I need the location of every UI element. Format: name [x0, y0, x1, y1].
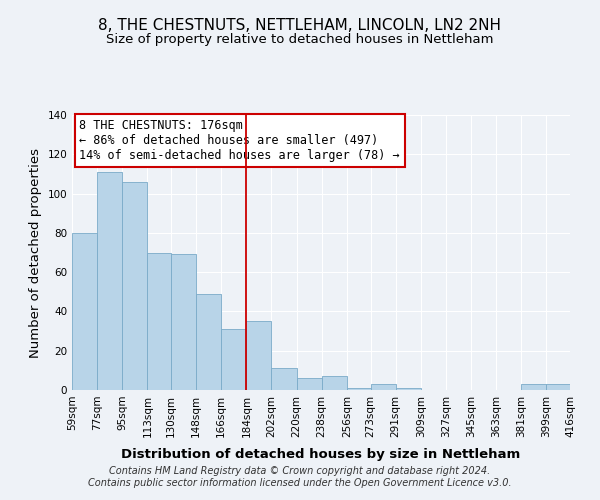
Bar [546, 384, 570, 390]
Y-axis label: Number of detached properties: Number of detached properties [29, 148, 42, 358]
Bar [521, 384, 546, 390]
Bar [97, 172, 122, 390]
Bar [271, 368, 296, 390]
Bar [347, 388, 371, 390]
Bar [395, 388, 421, 390]
Text: Contains HM Land Registry data © Crown copyright and database right 2024.
Contai: Contains HM Land Registry data © Crown c… [88, 466, 512, 487]
Bar [196, 294, 221, 390]
Bar [296, 378, 322, 390]
Text: Size of property relative to detached houses in Nettleham: Size of property relative to detached ho… [106, 32, 494, 46]
Bar [221, 329, 247, 390]
Bar [171, 254, 196, 390]
Bar [371, 384, 395, 390]
Bar [247, 322, 271, 390]
Text: 8 THE CHESTNUTS: 176sqm
← 86% of detached houses are smaller (497)
14% of semi-d: 8 THE CHESTNUTS: 176sqm ← 86% of detache… [79, 119, 400, 162]
Text: 8, THE CHESTNUTS, NETTLEHAM, LINCOLN, LN2 2NH: 8, THE CHESTNUTS, NETTLEHAM, LINCOLN, LN… [98, 18, 502, 32]
X-axis label: Distribution of detached houses by size in Nettleham: Distribution of detached houses by size … [121, 448, 521, 461]
Bar [122, 182, 148, 390]
Bar [322, 376, 347, 390]
Bar [72, 233, 97, 390]
Bar [570, 388, 595, 390]
Bar [148, 252, 171, 390]
